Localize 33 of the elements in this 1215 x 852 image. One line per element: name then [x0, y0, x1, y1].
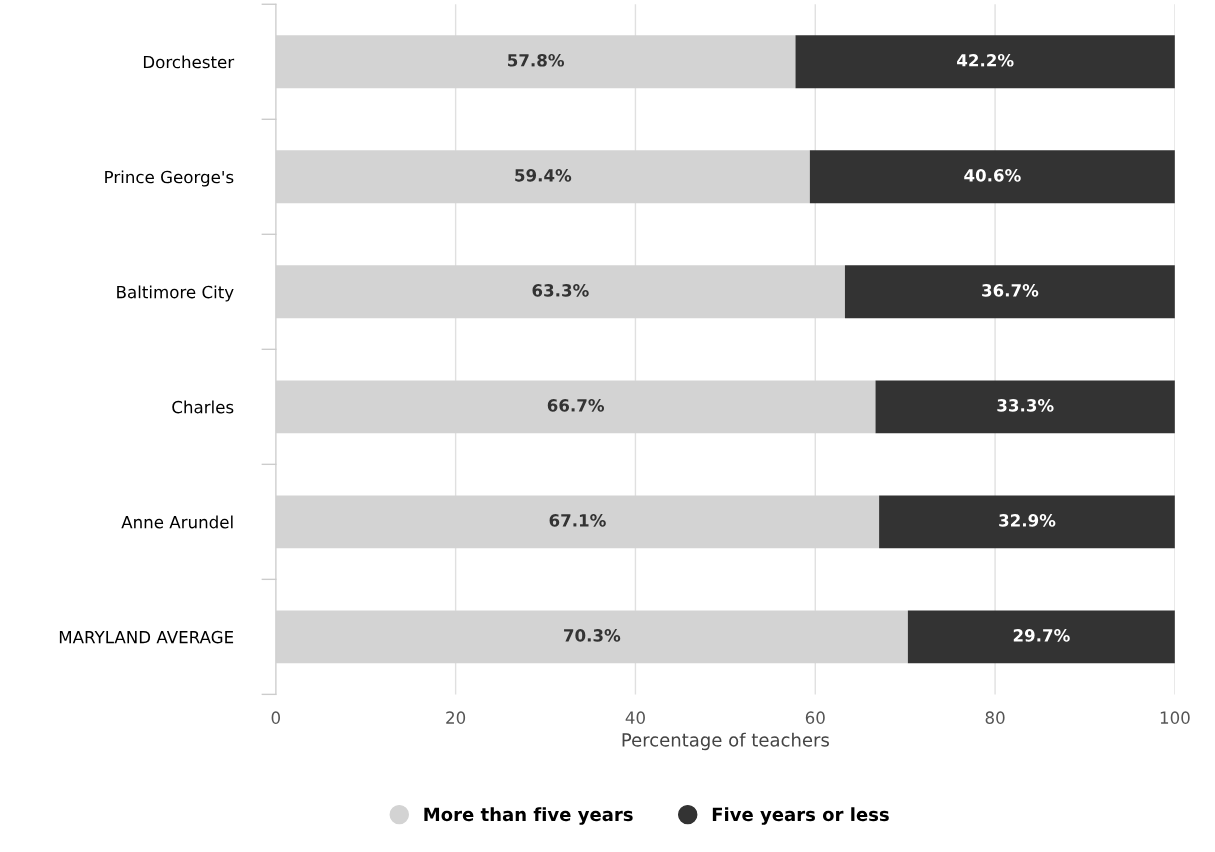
x-tick-label: 40: [625, 711, 645, 724]
data-label: 57.8%: [508, 54, 565, 67]
y-tick-label: Dorchester: [143, 55, 235, 69]
y-tick-label: Baltimore City: [117, 285, 234, 302]
x-tick-label: 0: [271, 711, 280, 724]
legend-label: More than five years: [424, 807, 633, 825]
x-tick-label: 60: [805, 711, 825, 724]
y-tick-label: Charles: [172, 400, 234, 414]
data-label: 40.6%: [964, 169, 1021, 182]
data-label: 63.3%: [532, 284, 589, 297]
data-label: 67.1%: [549, 514, 606, 527]
data-label: 36.7%: [982, 284, 1039, 297]
bar: [875, 380, 1175, 434]
x-tick-label: 80: [985, 711, 1005, 724]
data-label: 70.3%: [564, 629, 621, 642]
data-label: 59.4%: [515, 169, 572, 182]
y-tick-label: Anne Arundel: [121, 515, 233, 529]
x-tick-label: 20: [446, 711, 466, 724]
x-axis-title: Percentage of teachers: [622, 732, 829, 751]
data-label: 32.9%: [999, 514, 1056, 527]
bar: [879, 495, 1175, 549]
y-tick-label: Prince George's: [105, 170, 234, 187]
x-tick-label: 100: [1160, 711, 1190, 724]
y-tick-label: MARYLAND AVERAGE: [59, 630, 234, 644]
bar: [809, 150, 1175, 204]
data-label: 66.7%: [547, 399, 605, 412]
bar: [844, 265, 1175, 319]
bar: [795, 35, 1175, 89]
bar: [907, 610, 1175, 664]
data-label: 29.7%: [1013, 629, 1070, 642]
data-label: 33.3%: [997, 399, 1054, 412]
data-label: 42.2%: [957, 54, 1014, 67]
legend-label: Five years or less: [712, 807, 889, 825]
